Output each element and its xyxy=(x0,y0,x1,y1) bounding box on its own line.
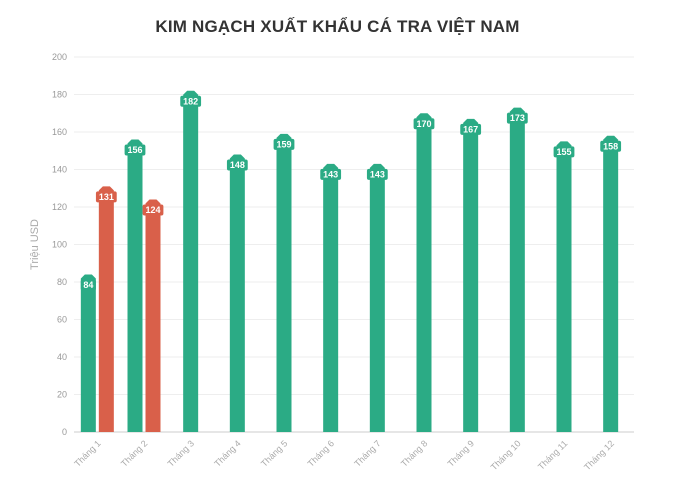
x-tick-label: Tháng 7 xyxy=(352,438,382,468)
data-label: 148 xyxy=(230,160,245,170)
bar xyxy=(276,133,292,432)
data-label: 170 xyxy=(416,119,431,129)
y-tick-label: 0 xyxy=(62,427,67,437)
y-tick-label: 40 xyxy=(57,352,67,362)
y-tick-label: 100 xyxy=(52,240,67,250)
x-tick-label: Tháng 12 xyxy=(582,438,616,472)
bar xyxy=(603,135,619,432)
bar xyxy=(556,141,572,432)
x-tick-label: Tháng 9 xyxy=(446,438,476,468)
chart-title: KIM NGẠCH XUẤT KHẨU CÁ TRA VIỆT NAM xyxy=(155,17,520,36)
x-tick-label: Tháng 8 xyxy=(399,438,429,468)
data-label: 182 xyxy=(183,96,198,106)
y-tick-label: 120 xyxy=(52,202,67,212)
data-label-badge xyxy=(460,123,482,135)
data-label-badge xyxy=(124,144,146,156)
data-label-badge xyxy=(226,159,248,171)
data-label: 143 xyxy=(370,169,385,179)
y-tick-label: 20 xyxy=(57,390,67,400)
data-label: 173 xyxy=(510,113,525,123)
data-label: 158 xyxy=(603,141,618,151)
bar xyxy=(229,154,245,432)
data-label-badge xyxy=(95,191,117,203)
data-label-badge xyxy=(366,168,388,180)
data-label-badge xyxy=(506,112,528,124)
bar xyxy=(323,163,339,432)
x-tick-label: Tháng 10 xyxy=(489,438,523,472)
data-label: 143 xyxy=(323,169,338,179)
data-label: 124 xyxy=(145,205,160,215)
data-label-badge xyxy=(142,204,164,216)
data-label-badge xyxy=(180,95,202,107)
x-tick-label: Tháng 1 xyxy=(72,438,102,468)
data-label-badge xyxy=(80,279,96,291)
y-tick-label: 180 xyxy=(52,90,67,100)
data-label: 156 xyxy=(127,145,142,155)
data-label: 167 xyxy=(463,124,478,134)
data-label-badge xyxy=(273,138,295,150)
x-tick-label: Tháng 4 xyxy=(212,438,242,468)
data-label-badge xyxy=(600,140,622,152)
bar xyxy=(127,139,143,432)
data-label: 159 xyxy=(276,139,291,149)
x-tick-label: Tháng 6 xyxy=(306,438,336,468)
x-tick-label: Tháng 3 xyxy=(166,438,196,468)
bar xyxy=(369,163,385,432)
data-label: 131 xyxy=(99,192,114,202)
y-tick-label: 60 xyxy=(57,315,67,325)
bar xyxy=(509,107,525,432)
y-tick-label: 200 xyxy=(52,52,67,62)
y-tick-label: 160 xyxy=(52,127,67,137)
data-label-badge xyxy=(320,168,342,180)
x-tick-label: Tháng 5 xyxy=(259,438,289,468)
y-tick-label: 140 xyxy=(52,165,67,175)
data-label: 155 xyxy=(556,147,571,157)
bar xyxy=(80,274,96,432)
data-label-badge xyxy=(413,118,435,130)
bar xyxy=(416,113,432,432)
x-tick-label: Tháng 2 xyxy=(119,438,149,468)
y-tick-label: 80 xyxy=(57,277,67,287)
bar xyxy=(183,90,199,432)
data-label-badge xyxy=(553,146,575,158)
x-tick-label: Tháng 11 xyxy=(536,438,569,471)
data-label: 84 xyxy=(83,280,93,290)
y-axis-title: Triệu USD xyxy=(29,219,41,270)
bar xyxy=(463,118,479,432)
bar xyxy=(145,199,161,432)
bar xyxy=(98,186,114,432)
